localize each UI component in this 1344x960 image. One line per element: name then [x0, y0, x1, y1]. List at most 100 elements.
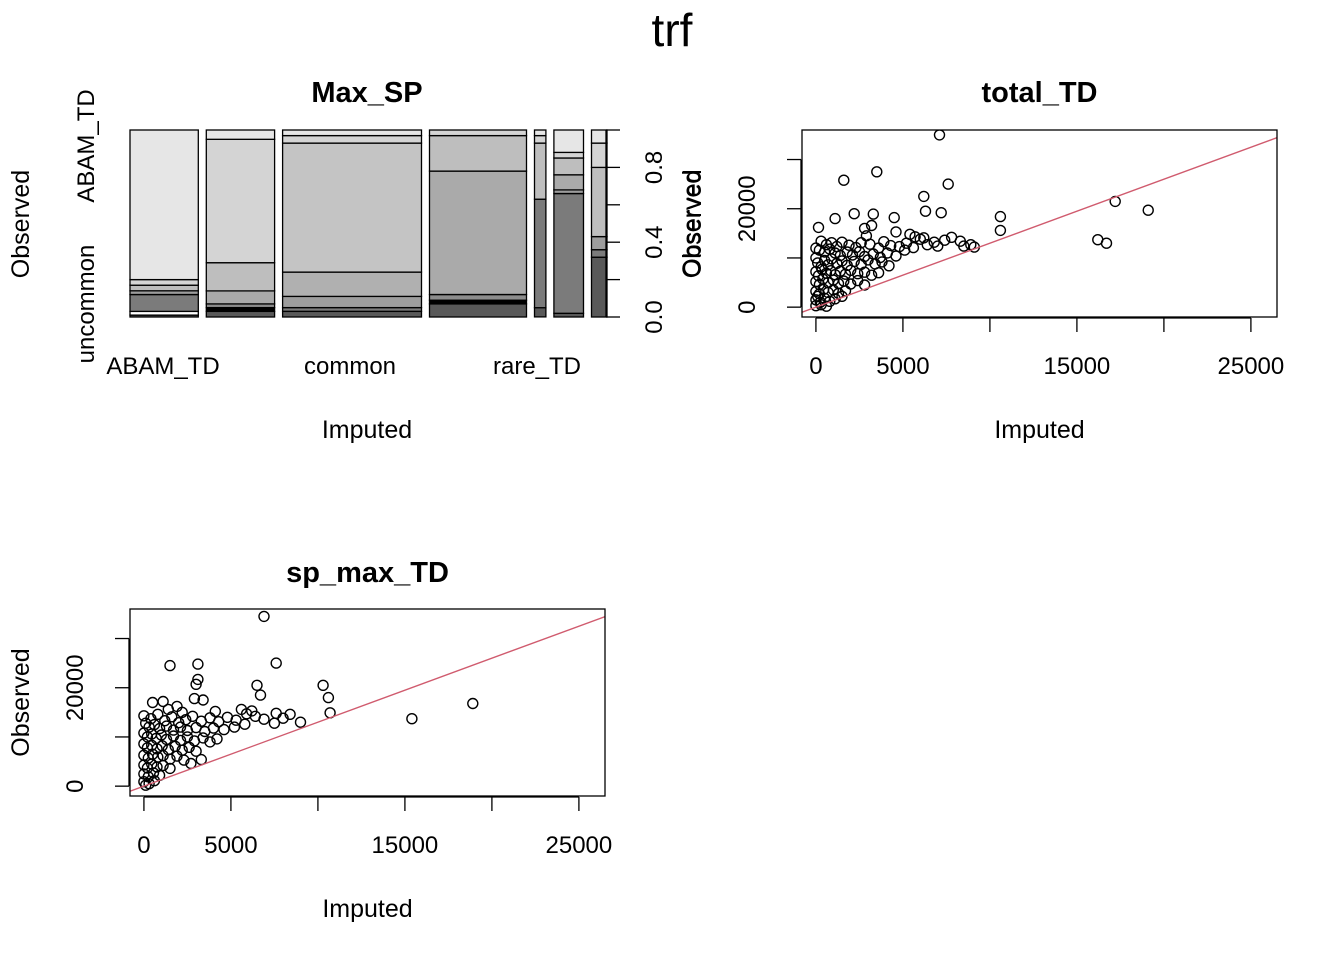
data-point [192, 658, 204, 670]
data-point [317, 679, 329, 691]
mosaic-tile [428, 134, 528, 172]
data-point [204, 736, 216, 748]
y-tick-label: 0 [62, 779, 89, 792]
mosaic-tile [533, 134, 547, 144]
mosaic-tile [533, 129, 547, 137]
data-point [872, 267, 885, 279]
x-tick-label: ABAM_TD [106, 353, 219, 380]
data-point [825, 236, 838, 249]
data-point [138, 727, 150, 739]
mosaic-tile [553, 151, 585, 159]
data-point [932, 240, 944, 252]
mosaic-tile [205, 310, 276, 318]
right-y-axis-label: Observed [678, 170, 706, 278]
data-point [958, 240, 970, 252]
data-point [179, 714, 192, 726]
data-point [164, 659, 176, 672]
data-point [159, 715, 171, 727]
data-point [928, 236, 940, 248]
mosaic-tile [281, 271, 423, 298]
x-axis-label: Imputed [994, 416, 1084, 444]
data-point [174, 721, 187, 733]
x-tick-label: rare_TD [493, 353, 581, 380]
mosaic-tile [533, 198, 547, 309]
mosaic-tile [553, 157, 585, 176]
mosaic-tile [129, 278, 199, 286]
mosaic-tile [281, 142, 423, 273]
data-point [909, 231, 921, 243]
mosaic-tile [428, 303, 528, 318]
x-tick-label: 5000 [204, 832, 257, 859]
y-axis-label: Observed [7, 170, 35, 278]
data-point [157, 759, 169, 772]
data-point [850, 241, 862, 254]
mosaic-tile [553, 192, 585, 314]
data-point [914, 233, 926, 245]
data-point [188, 692, 201, 705]
right-y-tick-label: 0.4 [641, 226, 668, 259]
mosaic-tile [428, 170, 528, 296]
data-point [812, 290, 824, 302]
y-tick-label: 20000 [62, 654, 89, 721]
x-tick-label: common [304, 353, 396, 380]
mosaic-tile [590, 249, 608, 258]
data-point [164, 762, 176, 775]
mosaic-tile [590, 129, 608, 144]
data-point [270, 707, 282, 719]
figure-title: trf [652, 4, 693, 56]
data-point [139, 779, 152, 791]
data-point [848, 207, 860, 220]
data-point [294, 716, 307, 728]
data-point [858, 222, 871, 235]
data-point [138, 710, 150, 722]
plot-frame [129, 608, 606, 797]
mosaic-tile [205, 129, 276, 140]
data-point [221, 711, 234, 723]
mosaic-tile [129, 129, 199, 281]
data-point [919, 205, 932, 217]
data-point [186, 710, 199, 722]
x-tick-label: 15000 [1044, 353, 1111, 380]
panel-title: total_TD [982, 77, 1098, 109]
data-point [190, 678, 202, 690]
y-axis-label: Observed [679, 169, 707, 277]
data-point [933, 130, 946, 141]
y-tick-label: 0 [734, 300, 761, 313]
data-point [994, 224, 1007, 237]
data-point [467, 697, 479, 710]
data-point [1100, 237, 1113, 249]
mosaic-tile [590, 166, 608, 238]
data-point [994, 210, 1007, 223]
mosaic-tile [281, 134, 423, 144]
mosaic-tile [281, 129, 423, 137]
fit-line [130, 615, 605, 792]
x-axis-label: Imputed [322, 416, 412, 444]
data-point [852, 268, 864, 280]
mosaic-tile [590, 256, 608, 318]
plot-area [802, 130, 1277, 313]
data-point [935, 206, 947, 219]
y-tick-label: uncommon [73, 245, 100, 364]
x-tick-label: 15000 [372, 832, 439, 859]
data-point [178, 754, 190, 766]
data-point [322, 691, 335, 704]
panel-title: Max_SP [311, 77, 422, 109]
data-point [883, 260, 895, 272]
data-point [865, 219, 878, 232]
data-point [207, 722, 220, 734]
data-point [138, 738, 150, 750]
x-tick-label: 5000 [876, 353, 929, 380]
mosaic-tile [281, 310, 423, 318]
mosaic-tile [428, 129, 528, 137]
data-point [907, 241, 920, 254]
x-tick-label: 25000 [546, 832, 613, 859]
data-point [151, 761, 163, 773]
mosaic-tile [533, 306, 547, 318]
data-point [865, 269, 878, 281]
data-point [192, 673, 204, 686]
plot-frame [801, 129, 1278, 318]
data-point [939, 234, 951, 246]
data-point [228, 721, 241, 733]
